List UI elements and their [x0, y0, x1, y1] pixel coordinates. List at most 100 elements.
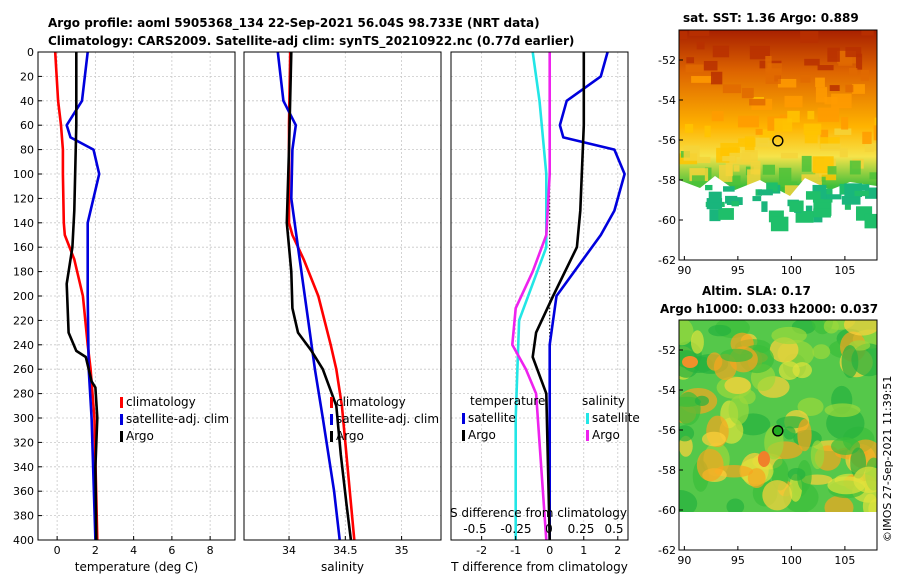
sst-no-data-mask: [679, 222, 877, 260]
sla-blob: [720, 348, 753, 363]
sla-blob: [708, 324, 732, 337]
sst-pixel-block: [755, 128, 763, 135]
temperature-panel: 0 2 4 6 8 temperature (deg C) 0 20 40 60 80 100 120 1…: [13, 46, 236, 574]
sst-pixel-block: [869, 172, 877, 180]
salinity-panel: 34 34.5 35 salinity climatology satellite-adj…: [243, 51, 442, 574]
sla-blob: [694, 395, 709, 407]
sst-pixel-block: [683, 145, 700, 161]
y-tick-label: 200: [13, 290, 34, 303]
y-tick-label: -58: [658, 464, 676, 477]
sla-blob: [841, 345, 859, 378]
sla-blob: [726, 498, 745, 515]
sst-pixel-block: [731, 201, 739, 207]
y-tick-label: 340: [13, 461, 34, 474]
y-tick-label: 180: [13, 266, 34, 279]
x-tick-label: 2: [614, 544, 621, 557]
sst-pixel-block: [719, 164, 733, 182]
sst-pixel-block: [801, 174, 822, 182]
sst-pixel-block: [703, 60, 718, 71]
y-tick-label: -54: [658, 384, 676, 397]
legend-swatch: [120, 431, 123, 442]
sst-pixel-block: [709, 209, 721, 222]
sst-pixel-block: [729, 152, 751, 165]
sla-blob: [762, 480, 793, 511]
y-tick-label: -54: [658, 94, 676, 107]
top-tick-label: -0.5: [463, 522, 486, 536]
sst-pixel-block: [865, 187, 877, 199]
sst-pixel-block: [820, 143, 841, 151]
legend-label: Argo: [468, 428, 496, 442]
x-axis-label: salinity: [321, 560, 364, 574]
sst-pixel-block: [750, 160, 761, 175]
y-tick-label: 300: [13, 412, 34, 425]
series-line-satellite-adj-clim: [65, 51, 101, 541]
sst-pixel-block: [827, 166, 837, 175]
sst-pixel-block: [765, 55, 772, 72]
map-frame: [678, 29, 878, 261]
sst-pixel-block: [761, 201, 768, 212]
sst-map-title: sat. SST: 1.36 Argo: 0.889: [683, 11, 859, 25]
sst-pixel-block: [805, 191, 821, 200]
sst-pixel-block: [704, 125, 711, 138]
sst-pixel-block: [815, 77, 825, 88]
sst-pixel-block: [787, 110, 800, 123]
difference-panel: -2 -1 0 1 2 T difference from climatology temp…: [450, 51, 640, 574]
sla-blob: [853, 466, 877, 493]
y-tick-label: 140: [13, 217, 34, 230]
x-tick-label: 105: [834, 554, 855, 567]
argo-position-marker: [772, 425, 784, 437]
sst-pixel-block: [706, 198, 723, 210]
legend-label: satellite: [468, 411, 516, 425]
sst-pixel-block: [815, 87, 828, 103]
x-tick-label: 100: [781, 264, 802, 277]
x-tick-label: 8: [207, 544, 214, 557]
figure-title-line2: Climatology: CARS2009. Satellite-adj cli…: [48, 34, 574, 49]
sst-pixel-block: [722, 84, 742, 94]
sst-pixel-block: [679, 31, 688, 40]
sst-pixel-block: [705, 184, 713, 191]
x-tick-label: 0: [546, 544, 553, 557]
sst-pixel-block: [795, 211, 814, 223]
y-tick-label: 0: [27, 46, 34, 59]
top-tick-label: -0.25: [500, 522, 531, 536]
top-axis-label: S difference from climatology: [450, 506, 627, 520]
sla-blob: [771, 326, 807, 345]
sst-pixel-block: [800, 74, 811, 83]
x-tick-label: 90: [677, 264, 691, 277]
legend-swatch: [586, 413, 589, 424]
sst-pixel-block: [777, 78, 797, 88]
sla-blob: [690, 330, 704, 354]
figure-title-line1: Argo profile: aoml 5905368_134 22-Sep-20…: [48, 16, 540, 31]
sla-blob: [783, 426, 796, 440]
sst-pixel-block: [708, 191, 722, 203]
x-tick-label: 4: [130, 544, 137, 557]
series-line-t-argo: [531, 52, 586, 541]
y-tick-label: -56: [658, 424, 676, 437]
sst-pixel-block: [823, 194, 842, 200]
legend-label: Argo: [126, 429, 154, 443]
sst-pixel-block: [819, 169, 837, 181]
sst-pixel-block: [848, 68, 858, 75]
sst-pixel-block: [841, 116, 849, 130]
argo-position-marker: [772, 135, 784, 147]
sst-pixel-block: [849, 160, 861, 175]
y-tick-label: -52: [658, 54, 676, 67]
sst-pixel-block: [757, 189, 773, 196]
sst-pixel-block: [819, 137, 840, 149]
sst-pixel-block: [845, 84, 854, 93]
sla-blob: [679, 320, 694, 346]
sst-pixel-block: [804, 58, 820, 66]
x-tick-label: 95: [731, 554, 745, 567]
x-tick-label: 6: [168, 544, 175, 557]
sla-blob: [831, 437, 861, 455]
sst-pixel-block: [801, 155, 812, 172]
series-line-climatology: [53, 51, 99, 541]
sst-pixel-block: [728, 175, 741, 184]
sst-pixel-block: [851, 84, 865, 94]
sst-pixel-block: [817, 65, 834, 71]
sst-pixel-block: [767, 63, 782, 75]
sst-pixel-block: [762, 164, 776, 175]
legend-label: Argo: [592, 428, 620, 442]
sst-pixel-block: [722, 156, 736, 162]
sst-pixel-block: [749, 45, 770, 60]
